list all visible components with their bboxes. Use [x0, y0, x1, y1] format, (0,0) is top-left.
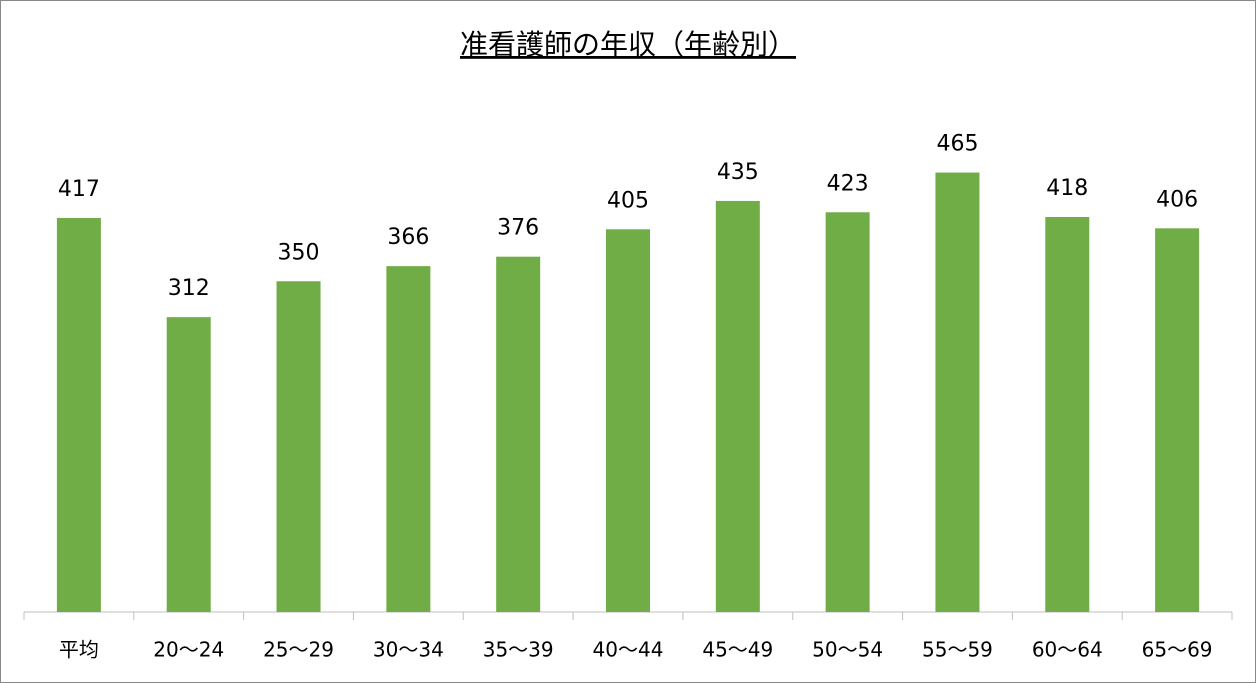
x-tick-label: 25〜29 [263, 638, 334, 662]
bar [715, 200, 760, 613]
bar [825, 212, 870, 612]
bar [1045, 216, 1090, 613]
x-tick-label: 20〜24 [153, 638, 224, 662]
x-tick-label: 40〜44 [593, 638, 664, 662]
bar [1155, 228, 1200, 612]
value-label: 350 [278, 240, 320, 265]
value-label: 417 [58, 177, 100, 202]
x-tick-label: 55〜59 [922, 638, 993, 662]
value-label: 406 [1156, 187, 1198, 212]
value-label: 435 [717, 160, 759, 185]
value-label: 376 [497, 216, 539, 241]
x-tick-label: 平均 [59, 638, 99, 662]
value-label: 465 [936, 132, 978, 157]
value-label: 418 [1046, 176, 1088, 201]
value-label: 312 [168, 276, 210, 301]
bar [56, 217, 101, 612]
bar [276, 281, 321, 612]
x-tick-label: 30〜34 [373, 638, 444, 662]
x-tick-label: 60〜64 [1032, 638, 1103, 662]
chart-title: 准看護師の年収（年齢別） [460, 28, 796, 61]
bar [496, 256, 541, 612]
x-tick-label: 50〜54 [812, 638, 883, 662]
x-tick-label: 45〜49 [702, 638, 773, 662]
x-tick-label: 65〜69 [1142, 638, 1213, 662]
bar [166, 317, 211, 612]
bar [386, 266, 431, 612]
value-label: 366 [387, 225, 429, 250]
bar [606, 229, 650, 612]
x-tick-label: 35〜39 [483, 638, 554, 662]
value-label: 405 [607, 188, 649, 213]
value-label: 423 [827, 171, 869, 196]
bar [935, 172, 980, 612]
